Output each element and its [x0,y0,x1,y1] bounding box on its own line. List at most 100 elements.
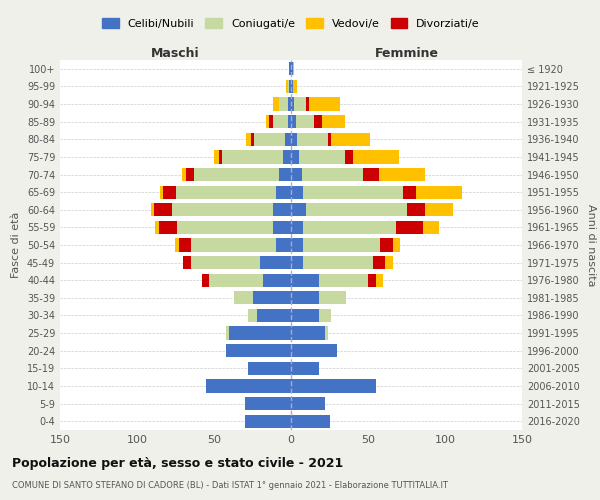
Bar [177,221,272,234]
Bar [291,62,293,76]
Bar [331,132,370,146]
Bar [226,344,291,358]
Bar [293,80,297,93]
Bar [269,115,272,128]
Bar [291,238,304,252]
Bar [218,150,222,164]
Bar [291,274,319,287]
Bar [254,132,285,146]
Bar [380,238,392,252]
Text: Popolazione per età, sesso e stato civile - 2021: Popolazione per età, sesso e stato civil… [12,458,343,470]
Bar [291,309,319,322]
Bar [291,150,299,164]
Bar [291,186,304,198]
Bar [179,238,191,252]
Bar [229,326,291,340]
Bar [272,115,288,128]
Bar [155,221,158,234]
Bar [304,186,403,198]
Bar [291,221,304,234]
Bar [289,80,291,93]
Bar [291,115,296,128]
Bar [191,256,260,269]
Bar [175,238,179,252]
Bar [248,309,257,322]
Bar [291,203,307,216]
Bar [248,362,291,375]
Bar [194,168,278,181]
Bar [291,132,297,146]
Bar [288,80,289,93]
Bar [291,414,329,428]
Bar [403,186,416,198]
Bar [368,274,376,287]
Bar [206,380,291,392]
Y-axis label: Fasce di età: Fasce di età [11,212,21,278]
Bar [209,274,263,287]
Bar [278,98,288,110]
Bar [353,150,399,164]
Bar [151,203,154,216]
Bar [304,221,396,234]
Bar [385,256,392,269]
Bar [275,238,291,252]
Bar [251,132,254,146]
Bar [299,150,345,164]
Bar [186,168,194,181]
Bar [283,150,291,164]
Bar [379,168,425,181]
Bar [424,221,439,234]
Bar [416,186,462,198]
Y-axis label: Anni di nascita: Anni di nascita [586,204,596,286]
Bar [257,309,291,322]
Bar [226,326,229,340]
Bar [304,256,373,269]
Bar [272,203,291,216]
Bar [214,150,218,164]
Bar [319,274,368,287]
Bar [263,274,291,287]
Bar [291,397,325,410]
Bar [183,256,191,269]
Bar [325,326,328,340]
Bar [234,291,253,304]
Legend: Celibi/Nubili, Coniugati/e, Vedovi/e, Divorziati/e: Celibi/Nubili, Coniugati/e, Vedovi/e, Di… [98,14,484,34]
Bar [272,98,278,110]
Bar [160,186,163,198]
Bar [288,115,291,128]
Bar [289,62,291,76]
Bar [245,414,291,428]
Bar [291,362,319,375]
Bar [307,203,407,216]
Bar [247,132,251,146]
Bar [172,203,272,216]
Bar [319,309,331,322]
Bar [285,132,291,146]
Bar [191,238,275,252]
Text: Maschi: Maschi [151,47,200,60]
Text: Femmine: Femmine [374,47,439,60]
Bar [304,238,380,252]
Bar [294,98,307,110]
Bar [291,168,302,181]
Bar [307,98,310,110]
Bar [182,168,186,181]
Bar [154,203,172,216]
Bar [310,98,340,110]
Bar [158,221,177,234]
Bar [291,380,376,392]
Bar [345,150,353,164]
Text: COMUNE DI SANTO STEFANO DI CADORE (BL) - Dati ISTAT 1° gennaio 2021 - Elaborazio: COMUNE DI SANTO STEFANO DI CADORE (BL) -… [12,481,448,490]
Bar [260,256,291,269]
Bar [253,291,291,304]
Bar [314,115,322,128]
Bar [392,238,400,252]
Bar [266,115,269,128]
Bar [319,291,346,304]
Bar [222,150,283,164]
Bar [291,291,319,304]
Bar [297,132,328,146]
Bar [425,203,453,216]
Bar [291,326,325,340]
Bar [291,98,294,110]
